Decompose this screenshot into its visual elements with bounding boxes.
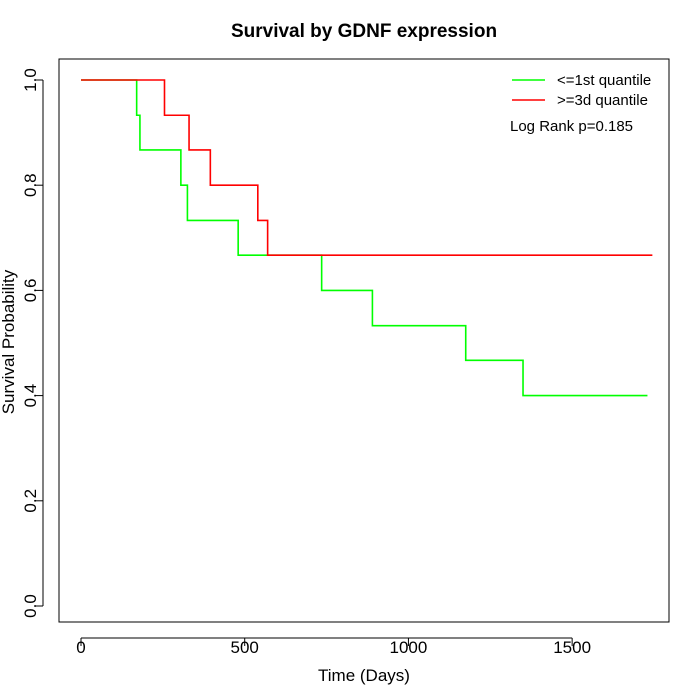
legend-label: <=1st quantile [557, 72, 651, 89]
log-rank-annotation: Log Rank p=0.185 [510, 118, 633, 135]
x-axis: 0 500 1000 1500 [76, 637, 591, 657]
x-tick-label: 500 [231, 638, 259, 657]
y-tick-label: 0.6 [21, 279, 40, 303]
y-tick-label: 1.0 [21, 68, 40, 92]
y-axis-label: Survival Probability [0, 269, 18, 414]
x-tick-label: 0 [76, 638, 85, 657]
x-tick-label: 1000 [390, 638, 428, 657]
y-tick-label: 0.2 [21, 489, 40, 513]
x-tick-label: 1500 [553, 638, 591, 657]
survival-curve-2 [81, 79, 653, 256]
chart-title: Survival by GDNF expression [231, 21, 497, 42]
legend-label: >=3d quantile [557, 92, 648, 109]
survival-curves [81, 79, 653, 397]
legend: <=1st quantile >=3d quantile [512, 72, 651, 109]
x-axis-label: Time (Days) [318, 666, 410, 685]
survival-curve-1 [81, 79, 648, 397]
y-tick-label: 0.8 [21, 173, 40, 197]
y-tick-label: 0.0 [21, 594, 40, 618]
y-tick-label: 0.4 [21, 384, 40, 408]
y-axis: 0.0 0.2 0.4 0.6 0.8 1.0 [21, 68, 44, 618]
plot-frame [58, 58, 670, 623]
